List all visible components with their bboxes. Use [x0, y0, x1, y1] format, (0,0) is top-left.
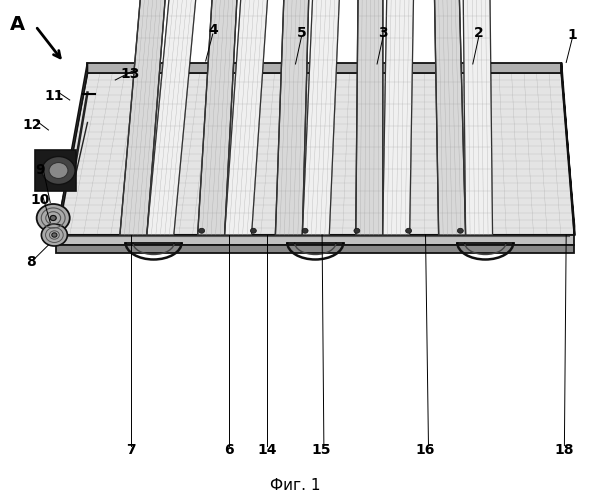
Polygon shape	[356, 0, 383, 235]
Text: 12: 12	[23, 118, 42, 132]
Polygon shape	[303, 0, 340, 235]
Polygon shape	[383, 0, 414, 235]
Circle shape	[41, 224, 67, 246]
Circle shape	[52, 233, 57, 237]
Bar	[35, 150, 76, 191]
Polygon shape	[561, 62, 574, 235]
Text: 18: 18	[555, 443, 574, 457]
Polygon shape	[87, 62, 561, 72]
Text: 8: 8	[26, 256, 35, 270]
Text: 9: 9	[35, 163, 45, 177]
Polygon shape	[56, 62, 87, 245]
Text: 16: 16	[416, 443, 435, 457]
Text: 15: 15	[311, 443, 330, 457]
Text: 5: 5	[297, 26, 306, 40]
Circle shape	[405, 228, 411, 233]
Text: 1: 1	[567, 28, 577, 42]
Circle shape	[42, 156, 75, 184]
Polygon shape	[225, 0, 269, 235]
Text: 3: 3	[378, 26, 388, 40]
Polygon shape	[56, 72, 574, 235]
Circle shape	[37, 204, 70, 232]
Text: 14: 14	[258, 443, 277, 457]
Polygon shape	[197, 0, 238, 235]
Polygon shape	[463, 0, 492, 235]
Text: 2: 2	[474, 26, 483, 40]
Polygon shape	[56, 245, 574, 252]
Text: 11: 11	[45, 89, 64, 103]
Text: 13: 13	[121, 67, 139, 81]
Circle shape	[50, 216, 56, 220]
Text: 10: 10	[31, 193, 50, 207]
Circle shape	[49, 162, 68, 178]
Text: 4: 4	[208, 23, 217, 37]
Circle shape	[457, 228, 463, 233]
Polygon shape	[56, 235, 574, 245]
Circle shape	[302, 228, 308, 233]
Text: Фиг. 1: Фиг. 1	[270, 478, 321, 492]
Text: 6: 6	[225, 443, 234, 457]
Polygon shape	[275, 0, 310, 235]
Text: A: A	[10, 16, 25, 34]
Text: 7: 7	[126, 443, 136, 457]
Polygon shape	[120, 0, 167, 235]
Polygon shape	[434, 0, 466, 235]
Circle shape	[354, 228, 360, 233]
Circle shape	[251, 228, 256, 233]
Circle shape	[199, 228, 204, 233]
Polygon shape	[147, 0, 198, 235]
